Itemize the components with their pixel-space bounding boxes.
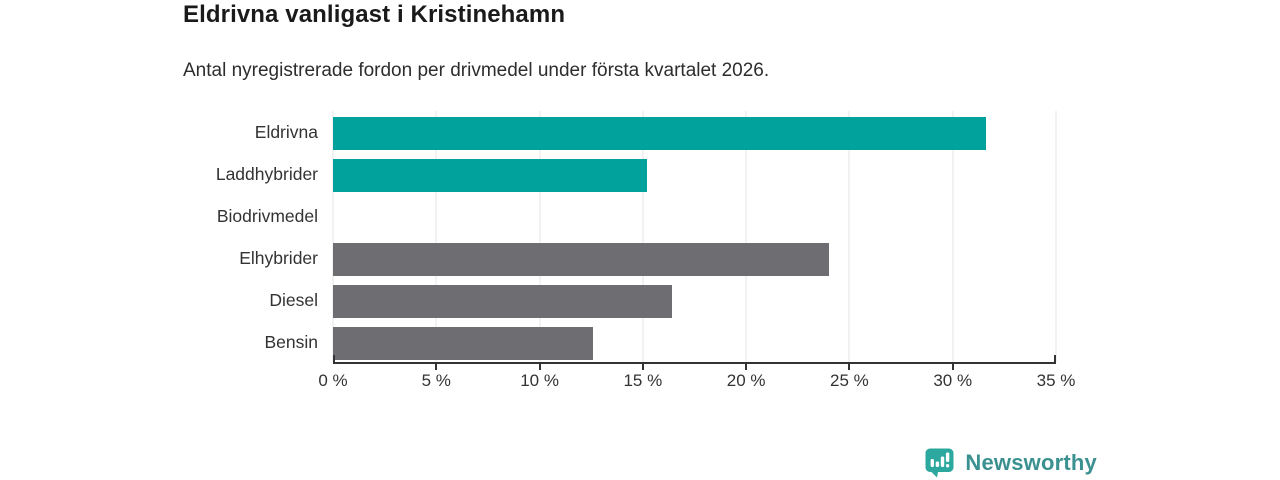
bar xyxy=(333,117,986,150)
axis-tick-label: 25 % xyxy=(830,371,869,390)
newsworthy-wordmark: Newsworthy xyxy=(965,449,1097,475)
category-label: Eldrivna xyxy=(254,122,318,142)
newsworthy-icon xyxy=(925,448,954,478)
bar-row: Biodrivmedel xyxy=(217,195,1056,237)
bar-row: Elhybrider xyxy=(239,237,1056,279)
axis-tick xyxy=(641,364,644,370)
newsworthy-logo[interactable]: Newsworthy xyxy=(923,446,1097,479)
bar xyxy=(333,285,672,318)
bar xyxy=(333,327,594,360)
bar-row: Eldrivna xyxy=(255,111,1056,153)
axis-tick-label: 15 % xyxy=(623,371,663,390)
category-label: Diesel xyxy=(269,290,318,310)
bar xyxy=(333,243,829,276)
axis-tick xyxy=(745,364,748,370)
plot-area: Eldrivna Laddhybrider Biodrivmedel Elhybrid… xyxy=(216,111,1075,390)
gridline xyxy=(848,111,850,362)
gridline xyxy=(435,111,437,362)
axis-tick-label: 30 % xyxy=(933,371,973,390)
category-label: Bensin xyxy=(264,332,318,352)
chart-title: Eldrivna vanligast i Kristinehamn xyxy=(183,1,566,28)
axis-tick-label: 20 % xyxy=(726,371,766,390)
axis-tick xyxy=(848,364,851,370)
category-label: Elhybrider xyxy=(239,248,318,268)
axis-tick xyxy=(951,364,954,370)
gridline xyxy=(952,111,954,362)
axis-tick-label: 5 % xyxy=(421,371,451,390)
category-label: Biodrivmedel xyxy=(216,206,318,226)
gridline xyxy=(745,111,747,362)
bar-row: Diesel xyxy=(269,279,1056,321)
axis-tick-label: 35 % xyxy=(1036,371,1076,390)
axis-tick xyxy=(435,364,438,370)
gridline xyxy=(1055,111,1057,362)
axis-tick xyxy=(538,364,541,370)
bar xyxy=(333,159,647,192)
axis-endcap xyxy=(1054,355,1056,364)
bar-row: Bensin xyxy=(264,321,1056,363)
axis-tick-label: 10 % xyxy=(520,371,559,390)
axis-endcap xyxy=(333,355,335,364)
category-label: Laddhybrider xyxy=(215,164,318,184)
axis-tick-label: 0 % xyxy=(318,371,348,390)
bar-row: Laddhybrider xyxy=(216,153,1056,195)
gridline xyxy=(642,111,644,362)
x-axis-line xyxy=(333,362,1056,364)
gridline xyxy=(539,111,541,362)
speech-bubble-shape xyxy=(925,448,954,478)
gridline xyxy=(332,111,334,362)
chart-subtitle: Antal nyregistrerade fordon per drivmede… xyxy=(183,60,770,81)
